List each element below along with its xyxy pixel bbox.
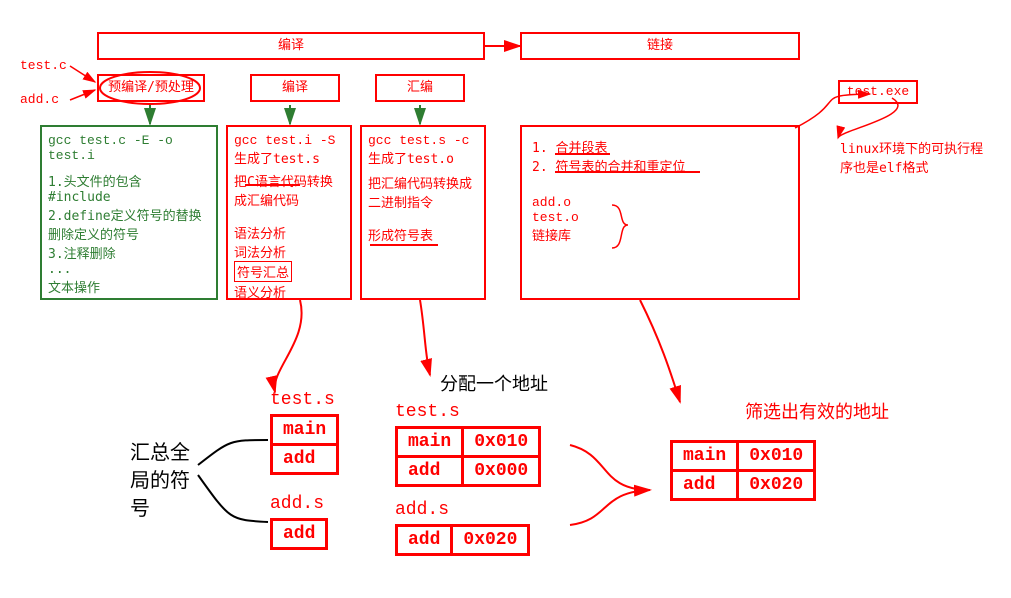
arrow-addc <box>70 90 95 100</box>
link-file: add.o <box>532 195 788 210</box>
arrow-testc <box>70 66 95 82</box>
link-file: test.o <box>532 210 788 225</box>
header-link: 链接 <box>520 32 800 60</box>
pre-item: 文本操作 <box>48 277 210 296</box>
note-linux-elf: linux环境下的可执行程序也是elf格式 <box>840 138 990 176</box>
subheader-pre: 预编译/预处理 <box>97 74 205 102</box>
subheader-asm: 汇编 <box>375 74 465 102</box>
asm-gen: 生成了test.o <box>368 148 478 167</box>
box-link: 1. 合并段表 2. 符号表的合并和重定位 add.o test.o 链接库 <box>520 125 800 300</box>
subheader-compile: 编译 <box>250 74 340 102</box>
label-test-c: test.c <box>20 58 67 73</box>
label-add-c: add.c <box>20 92 59 107</box>
compile-note: 把C语言代码转换成汇编代码 <box>234 171 344 209</box>
pre-item: 3.注释删除 <box>48 243 210 262</box>
compile-gen: 生成了test.s <box>234 148 344 167</box>
link-file: 链接库 <box>532 225 788 244</box>
table-tests-addr: main0x010 add0x000 <box>395 426 541 487</box>
box-assemble: gcc test.s -c 生成了test.o 把汇编代码转换成二进制指令 形成… <box>360 125 486 300</box>
box-precompile: gcc test.c -E -o test.i 1.头文件的包含 #includ… <box>40 125 218 300</box>
label-filter: 筛选出有效的地址 <box>745 398 889 424</box>
link-item: 2. 符号表的合并和重定位 <box>532 156 788 175</box>
pre-item: #include <box>48 190 210 205</box>
compile-item-boxed: 符号汇总 <box>234 261 292 282</box>
label-tests-2: test.s <box>395 402 460 422</box>
pre-item: ... <box>48 262 210 277</box>
pre-item: 1.头文件的包含 <box>48 171 210 190</box>
label-adds-1: add.s <box>270 494 324 514</box>
label-tests-1: test.s <box>270 390 335 410</box>
asm-cmd: gcc test.s -c <box>368 133 478 148</box>
asm-note: 把汇编代码转换成二进制指令 <box>368 173 478 211</box>
pre-item: 删除定义的符号 <box>48 224 210 243</box>
arrow-to-filter <box>640 300 680 402</box>
compile-item: 语义分析 <box>234 282 344 301</box>
link-item: 1. 合并段表 <box>532 137 788 156</box>
header-compile: 编译 <box>97 32 485 60</box>
compile-item: 词法分析 <box>234 242 344 261</box>
asm-note2: 形成符号表 <box>368 225 478 244</box>
table-tests-symbols: main add <box>270 414 339 475</box>
label-test-exe: test.exe <box>838 80 918 104</box>
arrow-to-symtable1 <box>275 300 302 392</box>
compile-cmd: gcc test.i -S <box>234 133 344 148</box>
compile-item: 语法分析 <box>234 223 344 242</box>
pre-cmd: gcc test.c -E -o test.i <box>48 133 210 163</box>
table-final-addr: main0x010 add0x020 <box>670 440 816 501</box>
arrow-to-alloc <box>420 300 430 375</box>
label-alloc: 分配一个地址 <box>440 370 548 396</box>
box-compile: gcc test.i -S 生成了test.s 把C语言代码转换成汇编代码 语法… <box>226 125 352 300</box>
pre-item: 2.define定义符号的替换 <box>48 205 210 224</box>
label-summary: 汇总全局的符号 <box>130 438 200 522</box>
table-adds-addr: add0x020 <box>395 524 530 556</box>
label-adds-2: add.s <box>395 500 449 520</box>
table-adds-symbols: add <box>270 518 328 550</box>
